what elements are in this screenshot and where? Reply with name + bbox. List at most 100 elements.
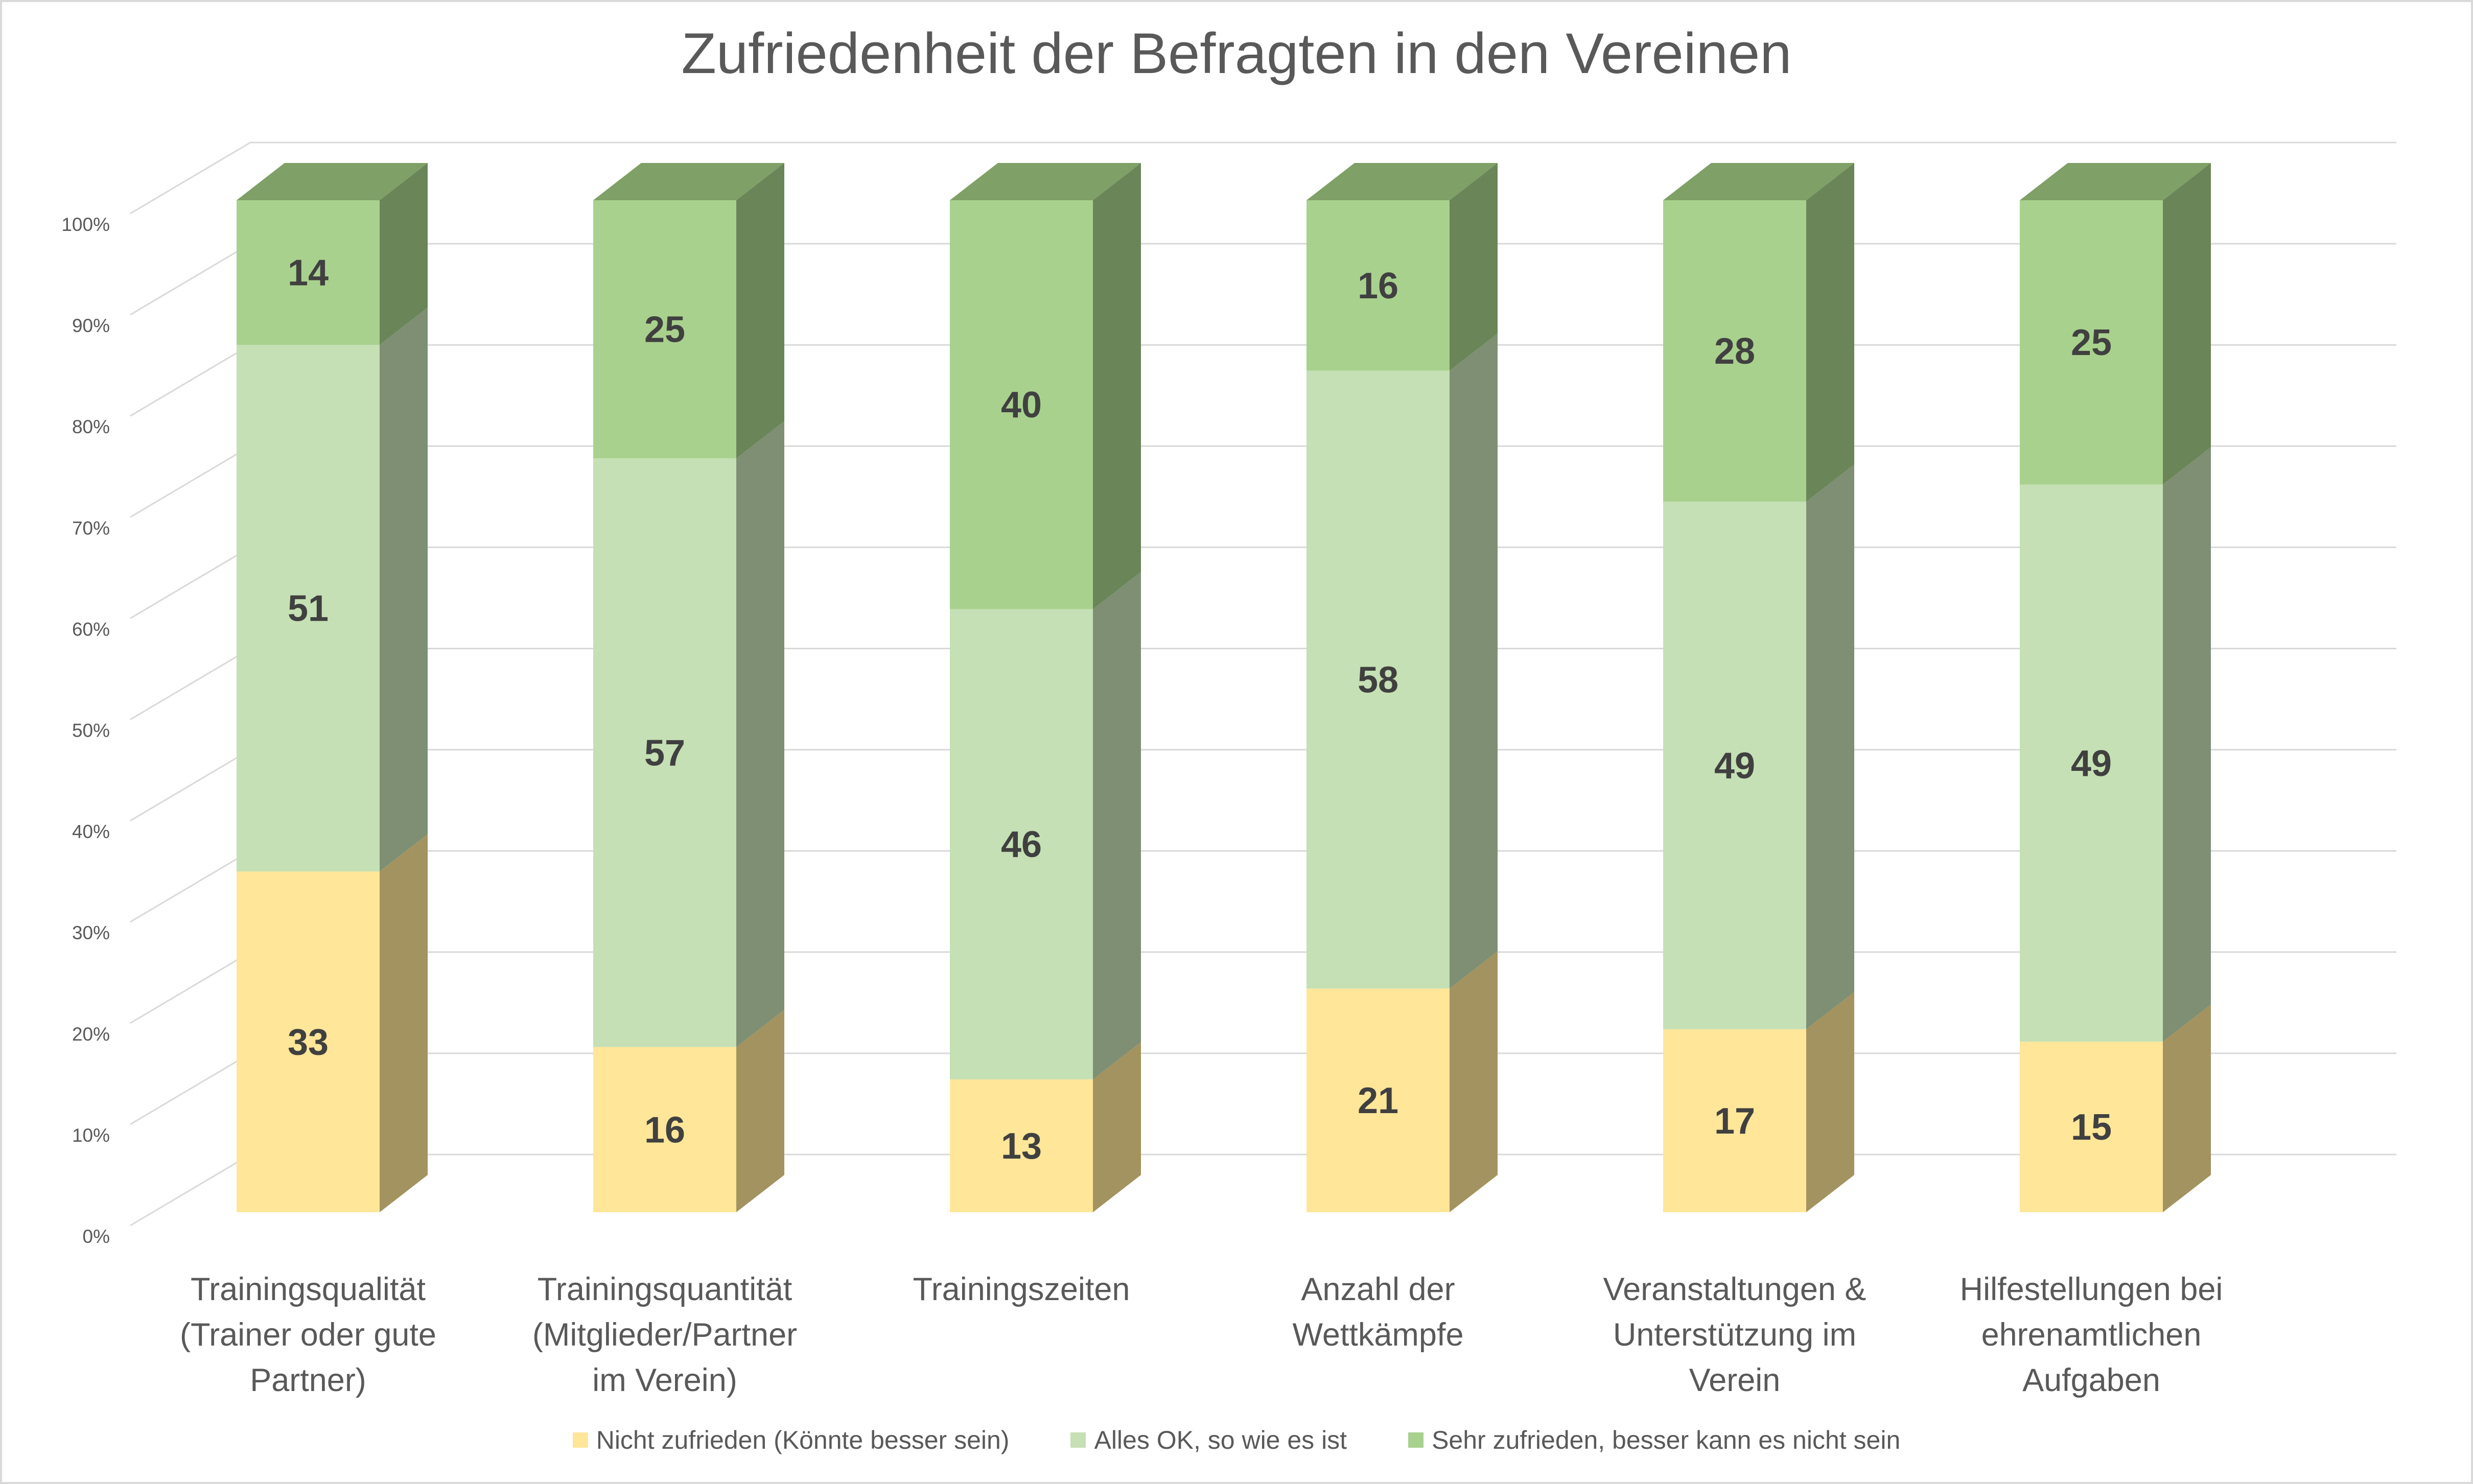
bar-segment: [950, 609, 1093, 1079]
category-label: Hilfestellungen bei: [1960, 1271, 2223, 1307]
data-label: 58: [1358, 659, 1398, 700]
bar-segment-side: [2163, 447, 2211, 1042]
y-tick-label: 0%: [83, 1226, 110, 1247]
bar-segment-side: [1093, 163, 1141, 609]
data-label: 40: [1001, 385, 1042, 426]
data-label: 49: [2071, 743, 2112, 784]
bar-segment: [2020, 484, 2163, 1042]
category-label: (Trainer oder gute: [180, 1317, 436, 1353]
bar-segment-top: [237, 163, 428, 200]
category-label: ehrenamtlichen: [1981, 1317, 2202, 1353]
bar-segment-side: [1093, 1042, 1141, 1212]
bar-segment-top: [2020, 163, 2211, 200]
legend-swatch: [1070, 1432, 1086, 1448]
data-label: 17: [1714, 1101, 1755, 1142]
data-label: 57: [644, 733, 685, 773]
bar-segment: [2020, 200, 2163, 485]
bar-segment-side: [1806, 992, 1854, 1212]
data-labels: 33 51 14 16 57 25 13 46 40 21 58 16 17 49 28 15 49 25: [288, 253, 2112, 1167]
bar-segment: [237, 200, 380, 345]
bar-segment: [237, 345, 380, 871]
y-tick-label: 70%: [72, 517, 110, 538]
bar-segment-side: [380, 163, 428, 345]
data-label: 13: [1001, 1126, 1042, 1167]
category-label: (Mitglieder/Partner: [532, 1317, 797, 1353]
data-label: 14: [288, 253, 329, 294]
bar-segment-side: [380, 308, 428, 871]
category-label: Anzahl der: [1301, 1271, 1455, 1307]
category-label: Veranstaltungen &: [1603, 1271, 1867, 1307]
category-label: Trainingsqualität: [191, 1271, 426, 1307]
bar-segment-side: [380, 834, 428, 1212]
bar-segment-side: [2163, 163, 2211, 485]
bar-segment-side: [1806, 163, 1854, 502]
bar-segment: [237, 871, 380, 1212]
data-label: 21: [1358, 1080, 1398, 1121]
bar-segment-side: [736, 163, 784, 459]
bar-segment-side: [1450, 951, 1498, 1212]
y-tick-label: 50%: [72, 720, 110, 741]
data-label: 51: [288, 588, 329, 629]
bar-segment: [1307, 988, 1450, 1212]
bar-segment: [593, 1047, 736, 1212]
bar-segment: [950, 1079, 1093, 1212]
category-label: Trainingszeiten: [913, 1271, 1130, 1307]
legend-label: Nicht zufrieden (Könnte besser sein): [596, 1426, 1010, 1454]
category-label: Partner): [250, 1362, 366, 1398]
data-label: 46: [1001, 825, 1042, 865]
legend-label: Sehr zufrieden, besser kann es nicht sei…: [1432, 1426, 1901, 1454]
bar-segment: [950, 200, 1093, 609]
legend-item: Sehr zufrieden, besser kann es nicht sei…: [1408, 1425, 1900, 1455]
bar-segment-side: [1093, 572, 1141, 1079]
bar-segment: [1663, 1029, 1806, 1212]
legend: Nicht zufrieden (Könnte besser sein) Alle…: [0, 1425, 2473, 1455]
legend-item: Nicht zufrieden (Könnte besser sein): [572, 1425, 1010, 1455]
bar-segment-top: [1663, 163, 1854, 200]
bar-segment-side: [1450, 333, 1498, 989]
legend-item: Alles OK, so wie es ist: [1070, 1425, 1347, 1455]
category-labels: Trainingsqualität (Trainer oder gute Partn…: [180, 1271, 2223, 1398]
bar-segment: [593, 200, 736, 459]
data-label: 16: [644, 1110, 685, 1150]
y-tick-label: 30%: [72, 923, 110, 944]
category-label: im Verein): [592, 1362, 737, 1398]
category-label: Aufgaben: [2022, 1362, 2160, 1398]
bar-segment-top: [593, 163, 784, 200]
data-label: 33: [288, 1022, 329, 1063]
y-tick-label: 90%: [72, 315, 110, 336]
bar-segment-side: [736, 421, 784, 1047]
legend-label: Alles OK, so wie es ist: [1094, 1426, 1347, 1454]
data-label: 49: [1714, 745, 1755, 786]
chart-title: Zufriedenheit der Befragten in den Verei…: [681, 21, 1792, 85]
category-label: Verein: [1689, 1362, 1781, 1398]
y-tick-label: 60%: [72, 619, 110, 640]
category-label: Unterstützung im: [1613, 1317, 1856, 1353]
bar-segment: [593, 458, 736, 1047]
legend-swatch: [572, 1432, 588, 1448]
category-label: Wettkämpfe: [1293, 1317, 1464, 1353]
y-tick-label: 20%: [72, 1024, 110, 1045]
bar-segment-side: [2163, 1004, 2211, 1212]
gridline: [130, 142, 2396, 215]
category-label: Trainingsquantität: [538, 1271, 792, 1307]
bar-segment-side: [1450, 163, 1498, 371]
y-axis-ticks: 0% 10% 20% 30% 40% 50% 60% 70% 80% 90% 100%: [61, 214, 110, 1247]
bar-segment-top: [950, 163, 1141, 200]
bar-segment: [2020, 1042, 2163, 1212]
y-tick-label: 80%: [72, 416, 110, 437]
legend-swatch: [1408, 1432, 1424, 1448]
data-label: 25: [644, 310, 685, 350]
y-tick-label: 40%: [72, 821, 110, 842]
data-label: 16: [1358, 266, 1398, 307]
bars: [237, 163, 2211, 1212]
bar-segment-side: [1806, 464, 1854, 1029]
data-label: 15: [2071, 1107, 2112, 1148]
bar-segment-side: [736, 1009, 784, 1212]
bar-segment: [1307, 370, 1450, 989]
y-tick-label: 10%: [72, 1125, 110, 1146]
y-tick-label: 100%: [61, 214, 110, 235]
bar-segment: [1663, 200, 1806, 502]
data-label: 28: [1714, 331, 1755, 372]
bar-segment: [1307, 200, 1450, 371]
